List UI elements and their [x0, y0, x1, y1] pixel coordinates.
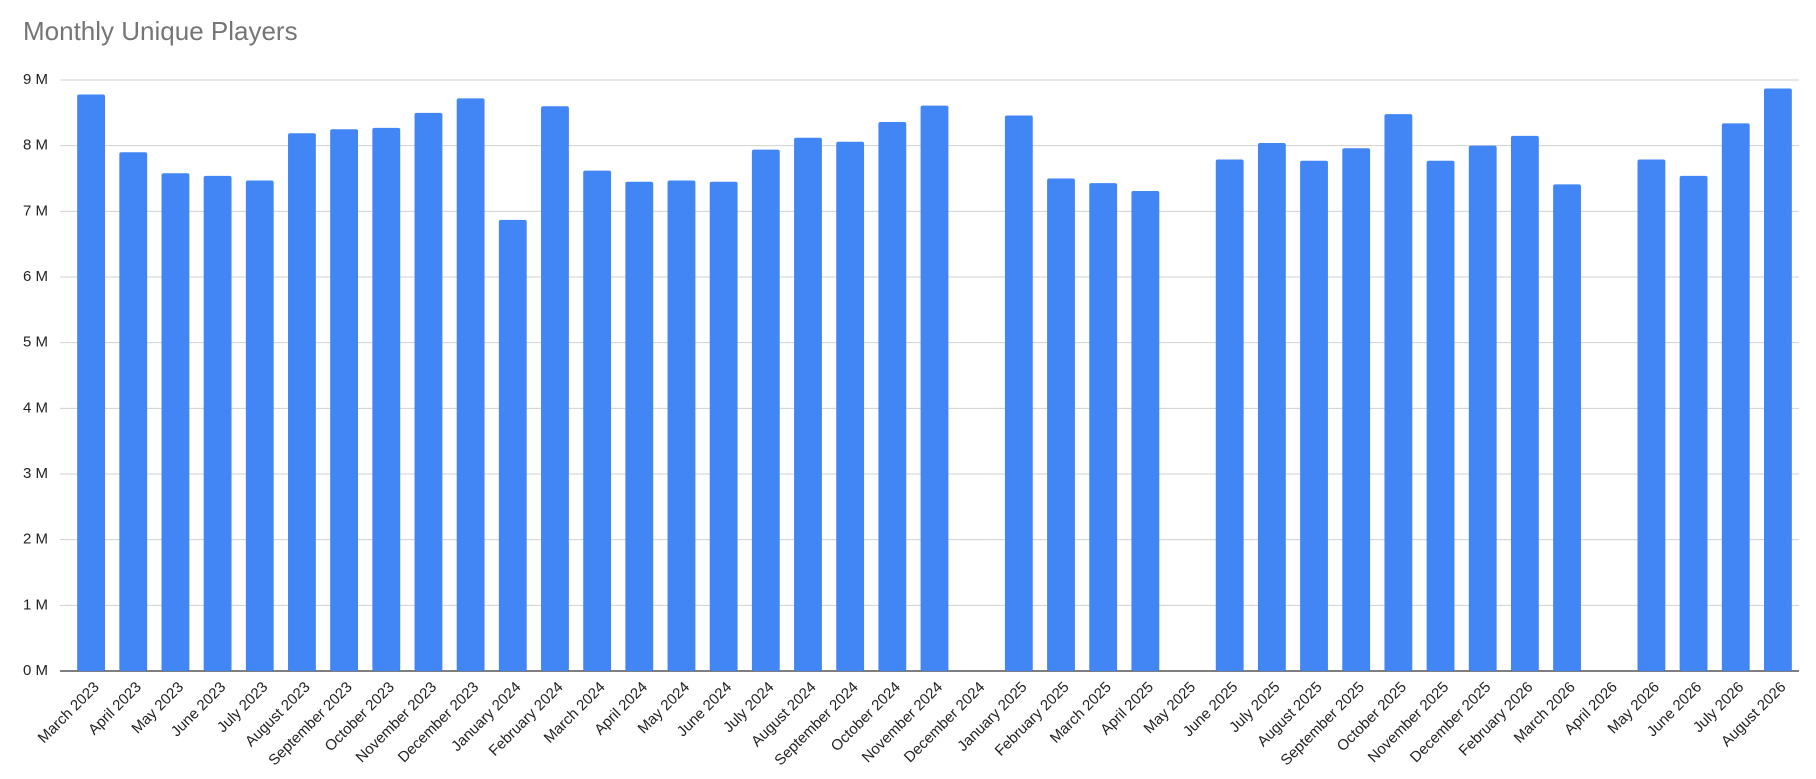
bar — [1047, 178, 1075, 671]
x-tick-label: February 2026 — [1456, 679, 1537, 760]
y-tick-label: 9 M — [23, 71, 48, 88]
bar — [1510, 135, 1539, 672]
bar — [119, 152, 148, 671]
bar — [878, 122, 907, 671]
y-tick-label: 1 M — [23, 596, 48, 613]
bar — [1763, 88, 1792, 671]
bar — [1721, 123, 1750, 672]
y-tick-label: 6 M — [23, 268, 48, 285]
bar — [1342, 148, 1371, 671]
bar — [836, 141, 865, 671]
bar — [920, 105, 949, 672]
bar — [1426, 160, 1455, 671]
bar — [794, 137, 822, 671]
bar — [161, 173, 190, 671]
bar — [456, 98, 485, 672]
bar — [1468, 145, 1497, 671]
x-tick-label: February 2025 — [992, 679, 1073, 760]
bar — [1553, 184, 1581, 671]
bar — [1131, 190, 1160, 671]
y-tick-label: 5 M — [23, 334, 48, 351]
bar — [245, 180, 274, 671]
bar — [498, 219, 527, 671]
bar — [1257, 143, 1286, 672]
y-tick-label: 4 M — [23, 399, 48, 416]
bar — [414, 112, 443, 672]
bar — [583, 170, 612, 671]
bar — [1089, 183, 1118, 671]
bar — [203, 175, 232, 671]
bar — [330, 129, 359, 671]
chart-title: Monthly Unique Players — [23, 16, 298, 46]
bar — [1004, 115, 1033, 671]
bar — [1679, 175, 1708, 671]
bar — [1215, 159, 1244, 671]
x-tick-label: March 2023 — [35, 679, 103, 747]
bar — [751, 149, 780, 671]
bar — [1384, 114, 1413, 671]
x-tick-label: February 2024 — [486, 679, 567, 760]
y-tick-label: 2 M — [23, 531, 48, 548]
y-tick-label: 3 M — [23, 465, 48, 482]
bar — [1637, 159, 1666, 671]
y-tick-label: 0 M — [23, 662, 48, 679]
bar — [372, 127, 401, 672]
bar — [288, 133, 316, 671]
y-tick-label: 8 M — [23, 137, 48, 154]
bar — [667, 180, 696, 671]
bar — [625, 181, 654, 672]
bar — [541, 106, 569, 672]
bar — [1300, 160, 1328, 671]
bar — [709, 181, 738, 672]
y-tick-label: 7 M — [23, 202, 48, 219]
bar — [77, 94, 106, 672]
